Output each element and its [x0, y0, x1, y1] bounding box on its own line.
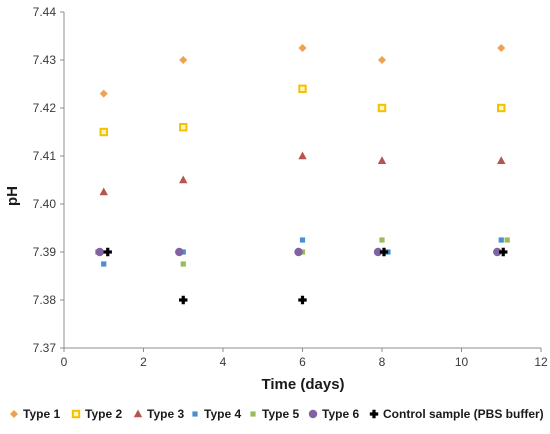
legend-label: Type 2	[85, 407, 122, 421]
data-point	[497, 156, 506, 164]
y-tick-label: 7.38	[33, 293, 57, 307]
legend-label: Type 4	[204, 407, 241, 421]
legend-item: Control sample (PBS buffer)	[369, 407, 544, 421]
legend-marker	[10, 410, 18, 418]
legend-label: Control sample (PBS buffer)	[383, 407, 544, 421]
data-point	[379, 237, 385, 243]
legend-item: Type 5	[250, 407, 299, 421]
legend-item: Type 4	[192, 407, 241, 421]
x-tick-label: 12	[534, 355, 548, 369]
data-point	[298, 295, 307, 305]
series-7	[103, 247, 508, 305]
data-point	[493, 247, 502, 257]
legend-marker	[71, 409, 81, 419]
data-point	[99, 89, 108, 98]
data-point	[99, 187, 108, 196]
legend-marker	[308, 409, 318, 419]
data-point	[179, 56, 188, 64]
x-tick-label: 0	[61, 355, 68, 369]
data-point	[498, 237, 504, 243]
x-tick-label: 2	[140, 355, 147, 369]
data-point	[379, 247, 389, 257]
y-tick-label: 7.41	[33, 149, 57, 163]
data-point	[175, 247, 184, 257]
x-tick-label: 10	[455, 355, 469, 369]
legend-item: Type 3	[133, 407, 184, 421]
data-point	[298, 151, 307, 160]
legend-label: Type 6	[322, 407, 359, 421]
data-point	[497, 103, 506, 113]
y-axis-label: pH	[4, 186, 21, 206]
data-point	[99, 127, 108, 137]
legend-label: Type 1	[23, 407, 60, 421]
data-point	[298, 44, 307, 52]
y-tick-label: 7.44	[33, 5, 57, 19]
legend-marker	[250, 411, 256, 417]
x-tick-label: 8	[379, 355, 386, 369]
series-1	[99, 44, 506, 98]
legend-item: Type 6	[308, 407, 359, 421]
series-3	[99, 151, 506, 196]
data-point	[373, 247, 383, 257]
data-point	[294, 247, 303, 257]
x-axis-label: Time (days)	[261, 376, 344, 393]
y-tick-label: 7.39	[33, 245, 57, 259]
y-tick-label: 7.40	[33, 197, 57, 211]
data-point	[504, 237, 510, 243]
data-point	[95, 247, 104, 257]
legend-label: Type 3	[147, 407, 184, 421]
tick-labels: 0 2 4 6 8 10 12 7.37 7.38 7.39 7.40 7.41 7.42 7.43 7.4…	[33, 5, 548, 369]
data-point	[377, 103, 387, 113]
data-point	[298, 84, 307, 93]
legend-label: Type 5	[262, 407, 299, 421]
data-point	[101, 261, 107, 267]
x-tick-label: 6	[299, 355, 306, 369]
legend-marker	[369, 409, 379, 419]
legend-marker	[192, 411, 198, 417]
data-point	[179, 175, 188, 184]
series-6	[95, 247, 502, 257]
data-point	[180, 261, 186, 267]
series-2	[99, 84, 506, 137]
legend-item: Type 1	[10, 407, 60, 421]
legend-item: Type 2	[71, 407, 122, 421]
data-point	[179, 123, 188, 132]
data-point	[179, 295, 188, 305]
data-point	[103, 247, 112, 257]
y-tick-label: 7.43	[33, 53, 57, 67]
data-point	[499, 247, 508, 257]
legend-marker	[133, 409, 143, 418]
legend: Type 1 Type 2 Type 3 Type 4 Type 5 Type 6 Cont…	[10, 407, 544, 421]
data-point	[377, 156, 387, 164]
y-tick-label: 7.37	[33, 341, 57, 355]
data-point	[378, 56, 386, 64]
data-point	[299, 237, 306, 243]
data-point	[497, 44, 506, 52]
data-points	[95, 44, 510, 305]
y-tick-label: 7.42	[33, 101, 57, 115]
x-tick-label: 4	[220, 355, 227, 369]
